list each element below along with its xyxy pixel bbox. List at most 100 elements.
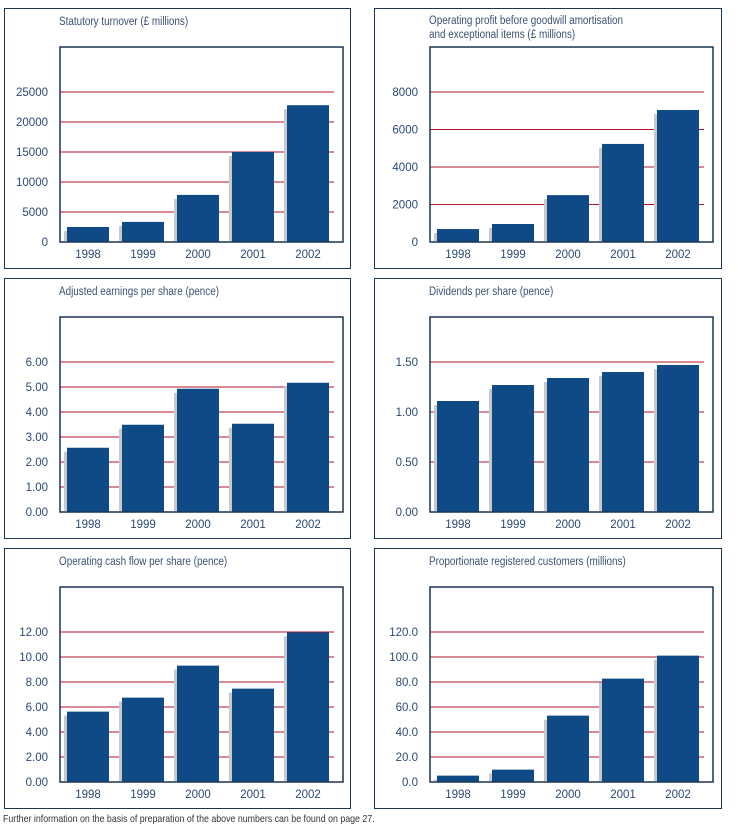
- bar-2000: [547, 715, 589, 782]
- x-tick-label: 1999: [130, 789, 156, 801]
- bar-2001: [602, 372, 644, 512]
- bar-1998: [67, 711, 109, 782]
- y-tick-label: 4000: [392, 162, 418, 174]
- bar-1999: [492, 224, 534, 242]
- x-tick-label: 2000: [185, 519, 211, 531]
- bar-group-2002: [284, 105, 329, 242]
- bar-2001: [602, 143, 644, 242]
- y-tick-label: 40.0: [396, 727, 418, 739]
- bar-group-2002: [284, 382, 329, 512]
- y-tick-label: 100.0: [389, 652, 418, 664]
- bar-group-1998: [64, 711, 109, 782]
- x-tick-label: 2000: [555, 519, 581, 531]
- chart-title: Proportionate registered customers (mill…: [429, 556, 626, 568]
- chart-title: Statutory turnover (£ millions): [59, 16, 189, 28]
- bar-1998: [67, 447, 109, 512]
- bar-group-2000: [544, 715, 589, 782]
- bar-2000: [547, 378, 589, 512]
- x-tick-label: 2000: [555, 249, 581, 261]
- bar-group-1999: [489, 769, 534, 782]
- bar-group-1998: [434, 229, 479, 242]
- plot-border: [59, 316, 344, 513]
- x-tick-label: 2000: [185, 249, 211, 261]
- chart-panel-dividends: Dividends per share (pence) 1998 1999 2000…: [374, 278, 722, 539]
- y-tick-label: 5000: [22, 207, 48, 219]
- y-tick-label: 10.00: [19, 652, 48, 664]
- bar-1998: [67, 227, 109, 242]
- y-tick-label: 4.00: [26, 727, 48, 739]
- bar-group-2000: [174, 194, 219, 242]
- bar-2002: [287, 632, 329, 782]
- x-tick-label: 1999: [130, 519, 156, 531]
- x-tick-label: 1998: [75, 249, 101, 261]
- y-tick-label: 8.00: [26, 677, 48, 689]
- x-tick-label: 1998: [75, 789, 101, 801]
- x-tick-label: 1998: [445, 519, 471, 531]
- chart-title-line-2: and exceptional items (£ millions): [429, 29, 576, 41]
- x-tick-label: 2001: [240, 249, 266, 261]
- bar-1998: [437, 229, 479, 242]
- bar-2000: [177, 665, 219, 782]
- x-tick-label: 2002: [295, 249, 321, 261]
- y-tick-label: 0.0: [402, 777, 418, 789]
- bar-group-2001: [599, 678, 644, 782]
- eps-chart: 1998 1999 2000 2001 2002 0.00 1.00 2.00 3.00 4.00…: [26, 316, 344, 531]
- bar-2001: [602, 678, 644, 782]
- y-tick-label: 1.50: [396, 357, 418, 369]
- bar-group-1998: [434, 775, 479, 782]
- x-tick-label: 1999: [500, 789, 526, 801]
- customers-chart: 1998 1999 2000 2001 2002 0.0 20.0 40.0 60.0 80.0 1…: [389, 586, 714, 801]
- bar-1999: [122, 697, 164, 782]
- x-tick-label: 2001: [240, 789, 266, 801]
- y-tick-label: 0.00: [396, 507, 418, 519]
- bar-group-2002: [654, 655, 699, 782]
- bar-group-2001: [229, 423, 274, 512]
- y-tick-label: 0: [42, 237, 48, 249]
- y-tick-label: 4.00: [26, 407, 48, 419]
- y-tick-label: 15000: [16, 147, 48, 159]
- y-tick-label: 6000: [392, 125, 418, 137]
- bar-group-2002: [284, 632, 329, 782]
- y-tick-label: 2.00: [26, 457, 48, 469]
- x-tick-label: 2001: [240, 519, 266, 531]
- bar-2002: [657, 655, 699, 782]
- bar-group-1999: [489, 385, 534, 512]
- chart-panel-eps: Adjusted earnings per share (pence) 1998…: [4, 278, 351, 539]
- x-tick-label: 2001: [610, 789, 636, 801]
- bar-2001: [232, 152, 274, 242]
- bar-group-2001: [229, 152, 274, 242]
- x-tick-label: 2001: [610, 249, 636, 261]
- bar-2000: [547, 195, 589, 242]
- bar-2000: [177, 194, 219, 242]
- chart-title: Adjusted earnings per share (pence): [59, 286, 219, 298]
- bar-group-2000: [174, 665, 219, 782]
- chart-panel-turnover: Statutory turnover (£ millions) 1998 1999…: [4, 8, 351, 269]
- y-tick-label: 1.00: [396, 407, 418, 419]
- x-tick-label: 1999: [130, 249, 156, 261]
- bar-group-2002: [654, 365, 699, 512]
- chart-title: Operating profit before goodwill amortis…: [429, 14, 623, 42]
- y-tick-label: 3.00: [26, 432, 48, 444]
- bar-2001: [232, 688, 274, 782]
- x-tick-label: 2000: [555, 789, 581, 801]
- bar-group-2001: [599, 143, 644, 242]
- x-tick-label: 2001: [610, 519, 636, 531]
- y-tick-label: 2000: [392, 200, 418, 212]
- chart-panel-cash-flow: Operating cash flow per share (pence) 19…: [4, 548, 351, 809]
- chart-title: Operating cash flow per share (pence): [59, 556, 228, 568]
- bar-group-1999: [119, 697, 164, 782]
- bar-2002: [657, 365, 699, 512]
- bar-group-2000: [544, 195, 589, 242]
- chart-panel-operating-profit: Operating profit before goodwill amortis…: [374, 8, 722, 269]
- y-tick-label: 20.0: [396, 752, 418, 764]
- plot-border: [59, 586, 344, 783]
- y-tick-label: 25000: [16, 87, 48, 99]
- y-tick-label: 0.00: [26, 507, 48, 519]
- plot-border: [59, 46, 344, 243]
- plot-border: [429, 46, 714, 243]
- chart-panel-customers: Proportionate registered customers (mill…: [374, 548, 722, 809]
- y-tick-label: 0.00: [26, 777, 48, 789]
- y-tick-label: 80.0: [396, 677, 418, 689]
- x-tick-label: 2002: [665, 249, 691, 261]
- x-tick-label: 1999: [500, 249, 526, 261]
